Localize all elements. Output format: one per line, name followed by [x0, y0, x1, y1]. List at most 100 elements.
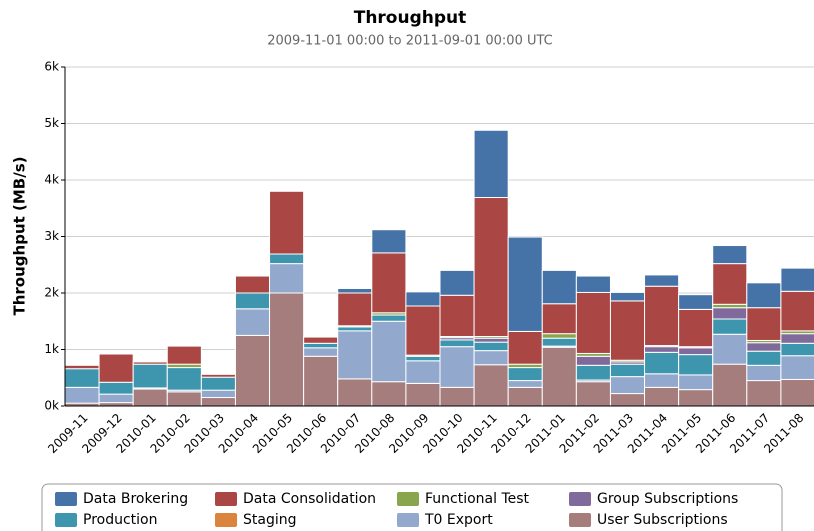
bar-segment: [405, 305, 441, 356]
bar-segment: [132, 388, 168, 407]
bar-segment: [303, 347, 339, 357]
bar-segment: [439, 269, 475, 296]
bar-segment: [780, 378, 814, 407]
bar-segment: [337, 292, 373, 327]
bar-segment: [166, 367, 202, 391]
bar-segment: [337, 287, 373, 294]
y-tick-label: 4k: [44, 173, 59, 187]
bar-segment: [371, 381, 407, 407]
bar-segment: [269, 253, 305, 265]
bar-segment: [575, 355, 611, 366]
legend-label: Production: [83, 512, 157, 528]
bar-segment: [712, 307, 748, 320]
bar-segment: [644, 386, 680, 407]
bar-segment: [200, 373, 236, 378]
legend-label: T0 Export: [424, 512, 493, 528]
bar-segment: [780, 267, 814, 292]
bar-segment: [644, 373, 680, 388]
bar-segment: [678, 308, 714, 348]
bar-segment: [439, 294, 475, 338]
bar-segment: [746, 282, 782, 309]
legend-label: Staging: [243, 512, 297, 528]
chart-title: Throughput: [354, 8, 467, 28]
bar-segment: [609, 376, 646, 395]
bar-segment: [303, 342, 339, 349]
bar-segment: [780, 355, 814, 380]
bar-segment: [98, 353, 134, 383]
bar-segment: [746, 380, 782, 407]
bar-segment: [712, 333, 748, 365]
bar-segment: [166, 345, 202, 365]
bar-segment: [132, 363, 168, 389]
y-tick-label: 6k: [44, 60, 59, 74]
bar-segment: [746, 350, 782, 366]
bar-segment: [541, 346, 577, 407]
bar-segment: [473, 364, 509, 407]
legend-swatch: [215, 513, 237, 527]
bar-segment: [439, 346, 475, 388]
bar-segment: [780, 342, 814, 357]
bar-segment: [405, 355, 441, 362]
bar-segment: [234, 275, 271, 294]
bar-segment: [200, 376, 236, 391]
bar-segment: [269, 292, 305, 407]
bar-segment: [269, 190, 305, 255]
bar-segment: [303, 355, 339, 407]
bar-segment: [269, 263, 305, 294]
y-tick-label: 5k: [44, 116, 59, 130]
bar-segment: [507, 236, 543, 332]
chart-subtitle: 2009-11-01 00:00 to 2011-09-01 00:00 UTC: [267, 34, 553, 49]
bar-segment: [371, 229, 407, 254]
bar-segment: [780, 333, 814, 344]
bar-segment: [609, 393, 646, 407]
bar-segment: [746, 364, 782, 382]
bar-segment: [644, 346, 680, 353]
bar-segment: [473, 129, 509, 199]
bar-segment: [64, 368, 100, 388]
bar-segment: [712, 263, 748, 305]
bar-segment: [234, 308, 271, 336]
bar-segment: [712, 245, 748, 265]
bar-segment: [507, 363, 543, 369]
bar-segment: [166, 363, 202, 369]
bar-segment: [712, 318, 748, 335]
bar-segment: [200, 389, 236, 399]
bar-segment: [644, 285, 680, 347]
bar-segment: [473, 341, 509, 352]
bar-segment: [234, 292, 271, 310]
bar-segment: [337, 330, 373, 380]
bar-segment: [371, 252, 407, 314]
bar-segment: [575, 364, 611, 381]
bar-segment: [98, 381, 134, 395]
bar-segment: [575, 291, 611, 354]
bar-segment: [644, 351, 680, 375]
bar-segment: [507, 367, 543, 382]
bar-segment: [644, 274, 680, 287]
legend-swatch: [55, 492, 77, 506]
legend-swatch: [397, 492, 419, 506]
bar-segment: [507, 330, 543, 365]
bar-segment: [678, 389, 714, 407]
bar-segment: [371, 314, 407, 322]
bar-segment: [609, 363, 646, 378]
bar-segment: [337, 326, 373, 332]
legend-swatch: [55, 513, 77, 527]
bar-segment: [678, 347, 714, 356]
y-tick-label: 2k: [44, 286, 59, 300]
bar-segment: [303, 336, 339, 344]
bar-segment: [678, 294, 714, 310]
bar-segment: [678, 354, 714, 376]
bar-segment: [405, 382, 441, 407]
bar-segment: [166, 391, 202, 407]
y-axis-label: Throughput (MB/s): [11, 157, 29, 316]
bar-segment: [234, 334, 271, 407]
bar-segment: [541, 337, 577, 347]
bar-segment: [439, 339, 475, 348]
bar-segment: [575, 381, 611, 407]
bar-segment: [64, 364, 100, 370]
y-tick-label: 3k: [44, 229, 59, 243]
y-tick-label: 0k: [44, 399, 59, 413]
bar-segment: [541, 303, 577, 335]
bar-segment: [98, 402, 134, 407]
